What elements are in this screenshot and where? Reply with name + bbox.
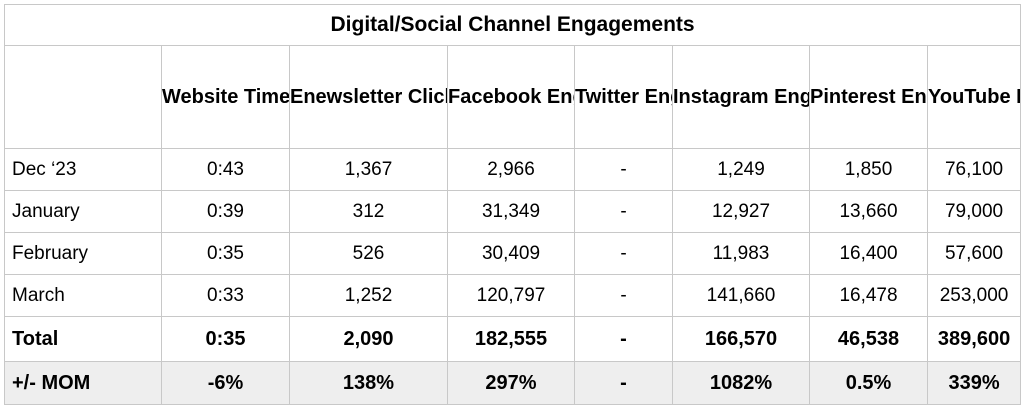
table-cell: 526 <box>289 232 448 275</box>
table-cell: - <box>574 190 673 233</box>
table-cell: 1,367 <box>289 148 448 191</box>
table-cell: 312 <box>289 190 448 233</box>
table-cell: 1,252 <box>289 274 448 317</box>
table-cell: - <box>574 232 673 275</box>
table-title: Digital/Social Channel Engagements <box>3 4 1022 46</box>
table-cell: 0:39 <box>161 190 290 233</box>
column-header-pinterest: Pinterest Engmts <box>809 45 928 149</box>
mom-cell: 138% <box>289 361 448 405</box>
header-row: Website Time on Site Enewsletter Clicks … <box>4 45 1022 149</box>
table-cell: 57,600 <box>926 232 1022 275</box>
total-label: Total <box>4 316 162 362</box>
mom-row: +/- MOM -6% 138% 297% - 1082% 0.5% 339% <box>4 361 1022 405</box>
table-cell: 1,249 <box>672 148 810 191</box>
table-cell: 253,000 <box>926 274 1022 317</box>
table-cell: 11,983 <box>672 232 810 275</box>
table-row: Dec ‘23 0:43 1,367 2,966 - 1,249 1,850 7… <box>4 148 1022 191</box>
row-label: February <box>4 232 162 275</box>
table-cell: 12,927 <box>672 190 810 233</box>
table-cell: 31,349 <box>447 190 575 233</box>
column-header-instagram: Instagram Engmts <box>672 45 810 149</box>
total-cell: 389,600 <box>926 316 1022 362</box>
table-cell: 16,478 <box>809 274 928 317</box>
mom-label: +/- MOM <box>4 361 162 405</box>
engagements-table: Digital/Social Channel Engagements Websi… <box>3 4 1022 405</box>
table-cell: 0:43 <box>161 148 290 191</box>
table-cell: 2,966 <box>447 148 575 191</box>
row-label: March <box>4 274 162 317</box>
column-header-youtube: YouTube Engmts <box>926 45 1022 149</box>
total-row: Total 0:35 2,090 182,555 - 166,570 46,53… <box>4 316 1022 362</box>
total-cell: - <box>574 316 673 362</box>
row-label: January <box>4 190 162 233</box>
total-cell: 182,555 <box>447 316 575 362</box>
table-cell: 141,660 <box>672 274 810 317</box>
mom-cell: - <box>574 361 673 405</box>
total-cell: 2,090 <box>289 316 448 362</box>
table-cell: 16,400 <box>809 232 928 275</box>
row-label: Dec ‘23 <box>4 148 162 191</box>
total-cell: 46,538 <box>809 316 928 362</box>
total-cell: 166,570 <box>672 316 810 362</box>
table-cell: 79,000 <box>926 190 1022 233</box>
table-cell: - <box>574 274 673 317</box>
table-cell: 76,100 <box>926 148 1022 191</box>
column-header-website: Website Time on Site <box>161 45 290 149</box>
table-cell: 0:35 <box>161 232 290 275</box>
table-cell: 0:33 <box>161 274 290 317</box>
mom-cell: 1082% <box>672 361 810 405</box>
table-cell: 13,660 <box>809 190 928 233</box>
table-row: January 0:39 312 31,349 - 12,927 13,660 … <box>4 190 1022 233</box>
table-row: February 0:35 526 30,409 - 11,983 16,400… <box>4 232 1022 275</box>
table-cell: 30,409 <box>447 232 575 275</box>
mom-cell: 297% <box>447 361 575 405</box>
column-header-enewsletter: Enewsletter Clicks <box>289 45 448 149</box>
table-cell: - <box>574 148 673 191</box>
total-cell: 0:35 <box>161 316 290 362</box>
column-header-facebook: Facebook Engmts <box>447 45 575 149</box>
mom-cell: -6% <box>161 361 290 405</box>
table-row: March 0:33 1,252 120,797 - 141,660 16,47… <box>4 274 1022 317</box>
table-cell: 1,850 <box>809 148 928 191</box>
table-cell: 120,797 <box>447 274 575 317</box>
mom-cell: 339% <box>926 361 1022 405</box>
column-header-twitter: Twitter Engmts <box>574 45 673 149</box>
mom-cell: 0.5% <box>809 361 928 405</box>
column-header <box>4 45 162 149</box>
